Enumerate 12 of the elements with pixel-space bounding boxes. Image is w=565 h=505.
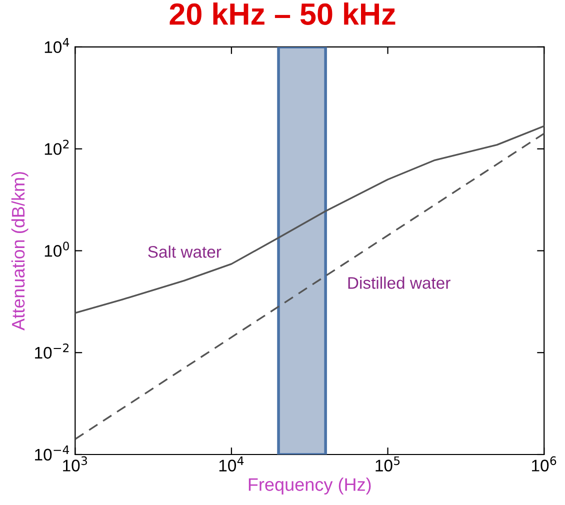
x-tick-label: 10$^{6}$: [532, 456, 556, 472]
x-tick-label: 10$^{5}$: [376, 456, 400, 472]
series-label: Distilled water: [348, 276, 450, 289]
y-tick-label: 10$^{−2}$: [35, 343, 69, 359]
y-tick-label: 10$^{4}$: [44, 38, 70, 54]
x-axis-title: Frequency (Hz): [248, 478, 371, 495]
y-tick-label: 10$^{2}$: [44, 140, 69, 155]
y-tick-label: 10$^{0}$: [44, 242, 69, 257]
chart-title: 20 kHz – 50 kHz: [170, 2, 396, 25]
y-axis-title: Attenuation (dB/km): [11, 172, 28, 330]
series-label: Salt water: [148, 246, 222, 258]
x-tick-label: 10$^{4}$: [219, 456, 244, 472]
